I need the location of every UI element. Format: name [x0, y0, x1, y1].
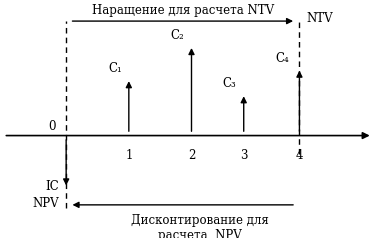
Text: C₁: C₁ [108, 62, 122, 75]
Text: C₃: C₃ [223, 77, 237, 90]
Text: IC: IC [46, 180, 59, 193]
Text: Наращение для расчета NTV: Наращение для расчета NTV [92, 4, 274, 17]
Text: 2: 2 [188, 149, 195, 162]
Text: NTV: NTV [306, 12, 333, 25]
Text: NPV: NPV [33, 197, 59, 210]
Text: Дисконтирование для
расчета  NPV: Дисконтирование для расчета NPV [131, 214, 269, 238]
Text: 1: 1 [125, 149, 133, 162]
Text: 3: 3 [240, 149, 247, 162]
Text: 0: 0 [48, 120, 56, 133]
Text: C₂: C₂ [170, 29, 184, 42]
Text: 4: 4 [296, 149, 303, 162]
Text: C₄: C₄ [275, 52, 289, 65]
